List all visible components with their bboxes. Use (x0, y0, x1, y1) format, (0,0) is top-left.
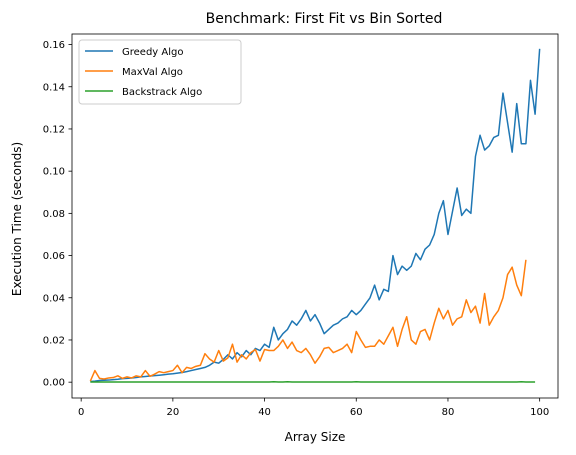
y-tick-label: 0.00 (43, 378, 65, 389)
legend: Greedy Algo MaxVal Algo Backstrack Algo (78, 39, 242, 105)
y-tick-label: 0.10 (43, 167, 65, 178)
x-tick-label: 80 (442, 407, 455, 418)
chart-title: Benchmark: First Fit vs Bin Sorted (206, 11, 443, 27)
legend-label-1: Greedy Algo (122, 47, 183, 58)
series-line-2 (89, 259, 527, 382)
x-tick-label: 100 (530, 407, 549, 418)
axes-frame (71, 33, 559, 399)
x-tick-label: 0 (78, 407, 84, 418)
y-tick-label: 0.16 (43, 40, 65, 51)
x-tick-label: 40 (258, 407, 271, 418)
legend-label-3: Backstrack Algo (122, 87, 202, 98)
y-tick-label: 0.14 (43, 82, 65, 93)
y-axis-label: Execution Time (seconds) (10, 142, 24, 296)
series-line-1 (90, 48, 541, 383)
x-tick-label: 60 (350, 407, 363, 418)
x-tick-label: 20 (167, 407, 180, 418)
legend-label-2: MaxVal Algo (122, 67, 183, 78)
y-tick-label: 0.02 (43, 335, 65, 346)
legend-box (78, 39, 242, 105)
y-tick-label: 0.12 (43, 124, 65, 135)
y-tick-label: 0.04 (43, 293, 65, 304)
y-tick-label: 0.06 (43, 251, 65, 262)
x-axis-label: Array Size (285, 430, 346, 444)
y-tick-label: 0.08 (43, 209, 65, 220)
plot-area: 0 20 40 60 80 100 0.00 0.02 0.04 0.06 0.08 0.10 0.12… (43, 33, 559, 418)
